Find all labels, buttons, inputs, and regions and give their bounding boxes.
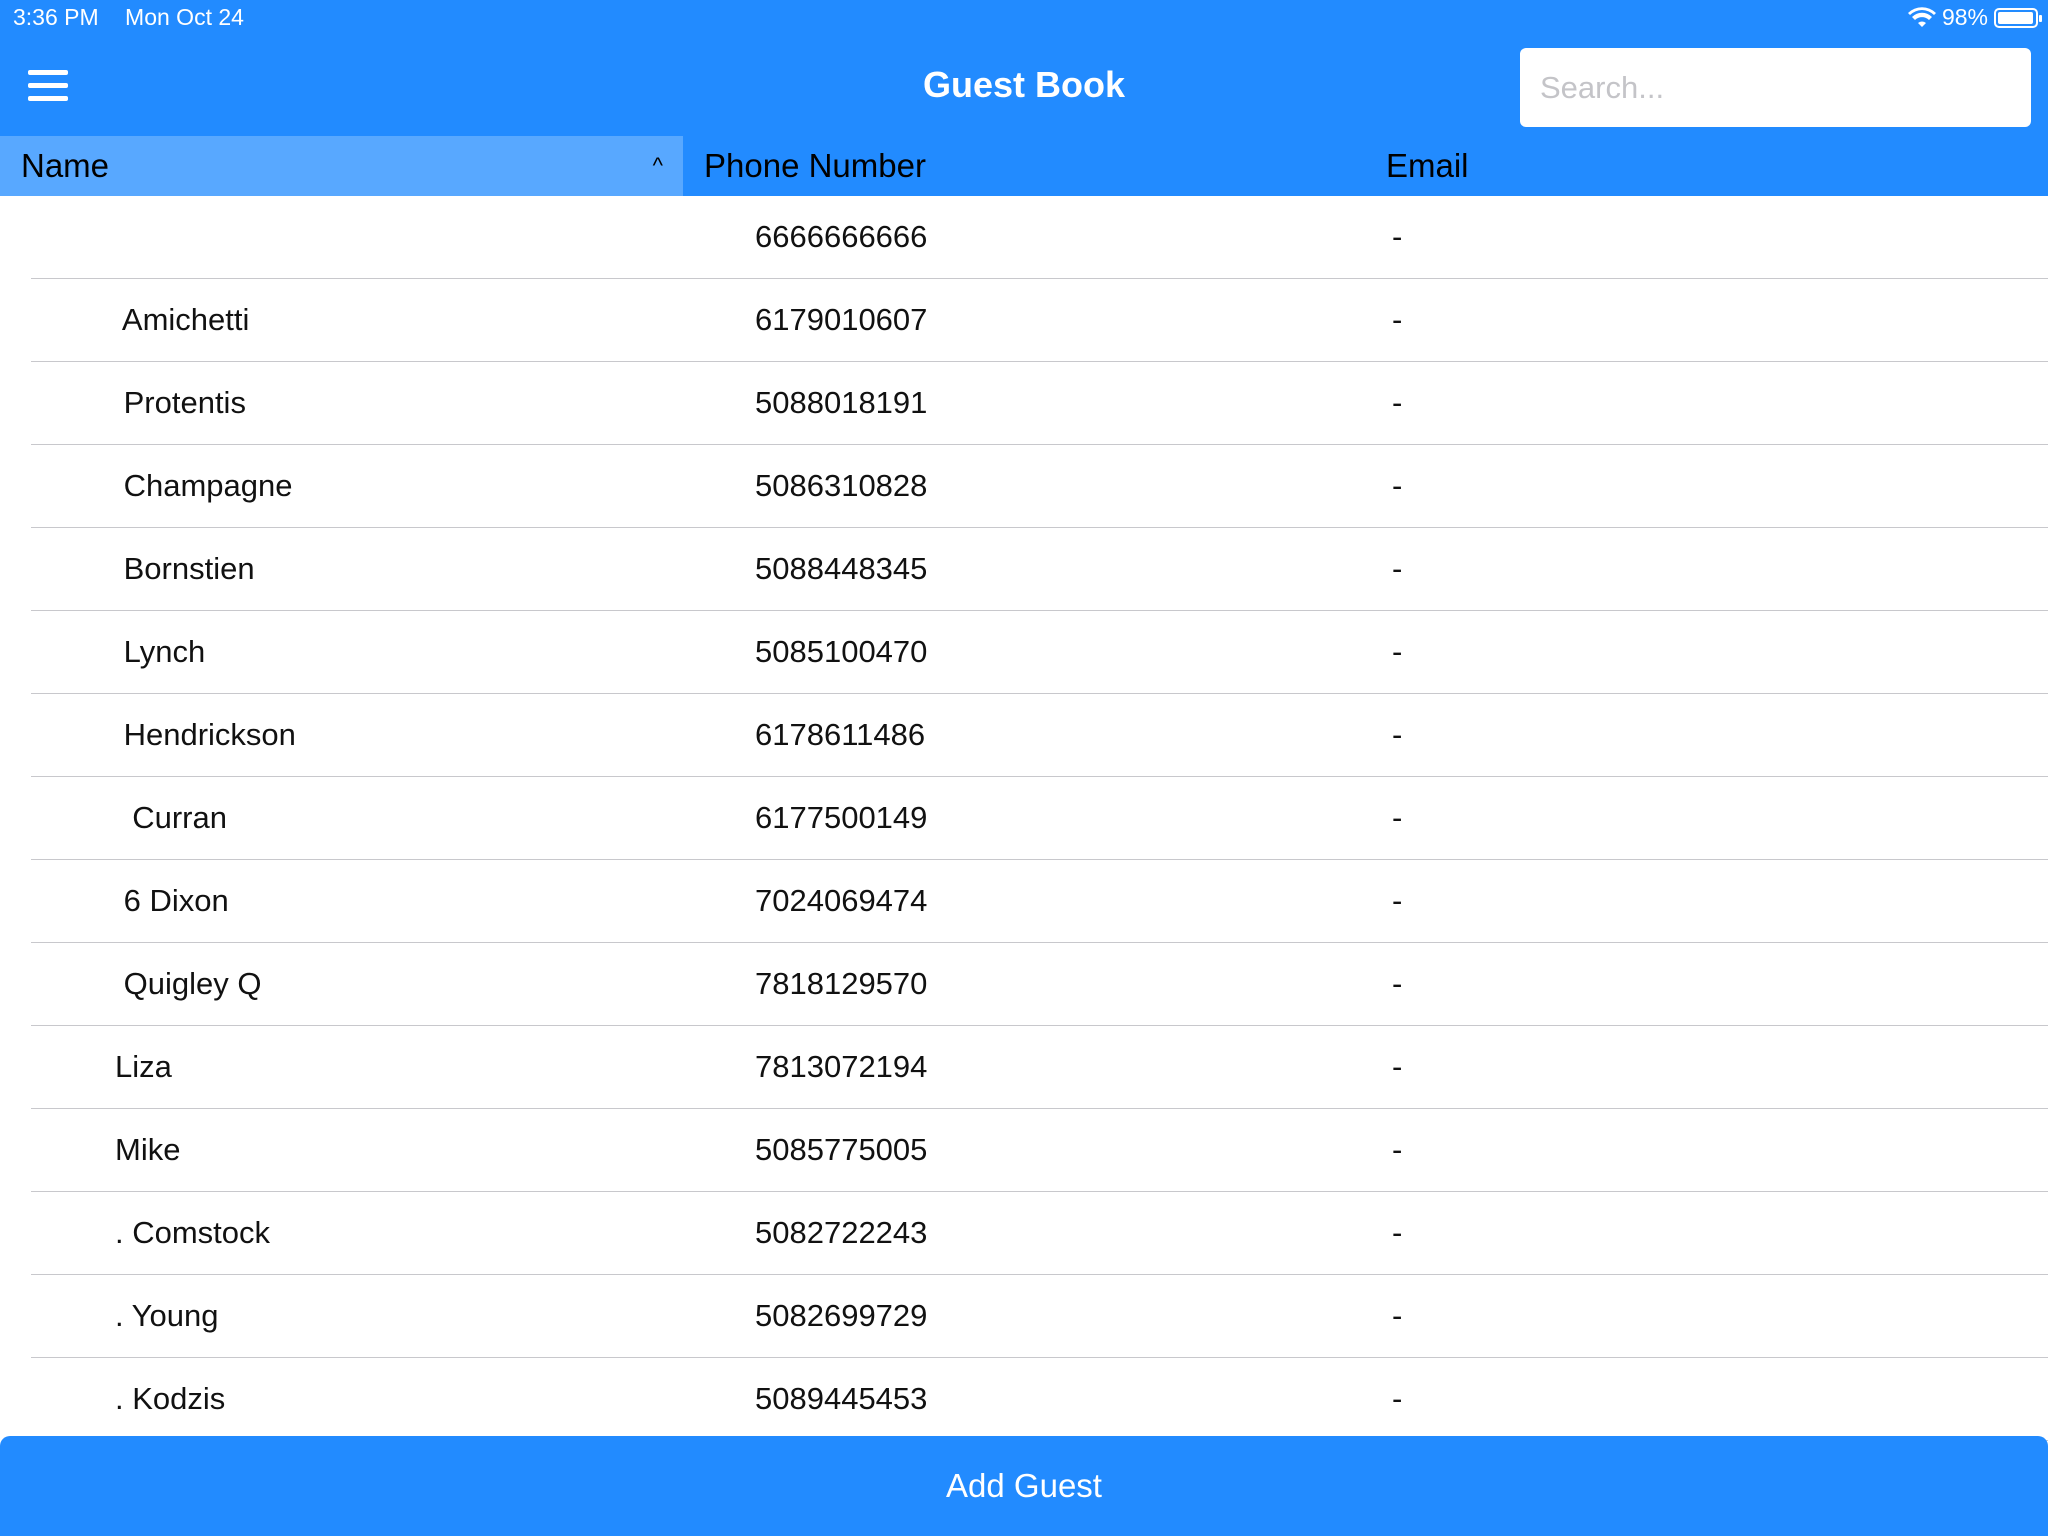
- guest-name: Liza: [115, 1049, 172, 1084]
- guest-phone: 7813072194: [755, 1049, 928, 1084]
- guest-phone: 5089445453: [755, 1381, 928, 1416]
- add-guest-button[interactable]: Add Guest: [0, 1436, 2048, 1536]
- guest-name: Champagne: [115, 468, 293, 503]
- table-header: Name ^ Phone Number Email: [0, 136, 2048, 196]
- guest-email: -: [1392, 551, 1403, 586]
- table-row[interactable]: Curran 6177500149 -: [0, 777, 2048, 860]
- guest-list: 6666666666 - Amichetti 6179010607 - Protent…: [0, 196, 2048, 1441]
- guest-phone: 7024069474: [755, 883, 928, 918]
- battery-percent: 98%: [1941, 4, 1988, 30]
- table-row[interactable]: . Kodzis 5089445453 -: [0, 1358, 2048, 1441]
- guest-email: -: [1392, 1381, 1403, 1416]
- guest-email: -: [1392, 883, 1403, 918]
- guest-name: Hendrickson: [115, 717, 296, 752]
- guest-phone: 5082699729: [755, 1298, 928, 1333]
- column-header-phone[interactable]: Phone Number: [704, 136, 926, 196]
- table-row[interactable]: Hendrickson 6178611486 -: [0, 694, 2048, 777]
- table-row[interactable]: Liza 7813072194 -: [0, 1026, 2048, 1109]
- table-row[interactable]: Amichetti 6179010607 -: [0, 279, 2048, 362]
- guest-phone: 5088448345: [755, 551, 928, 586]
- guest-email: -: [1392, 1298, 1403, 1333]
- guest-phone: 5085775005: [755, 1132, 928, 1167]
- column-header-name[interactable]: Name ^: [0, 136, 683, 196]
- column-header-email[interactable]: Email: [1386, 136, 1469, 196]
- guest-phone: 5082722243: [755, 1215, 928, 1250]
- guest-name: . Comstock: [115, 1215, 271, 1250]
- guest-email: -: [1392, 634, 1403, 669]
- status-time: 3:36 PM: [13, 4, 99, 30]
- guest-name: Protentis: [115, 385, 246, 420]
- table-row[interactable]: Quigley Q 7818129570 -: [0, 943, 2048, 1026]
- guest-email: -: [1392, 385, 1403, 420]
- search-input[interactable]: [1520, 48, 2031, 127]
- column-label: Name: [21, 147, 110, 184]
- column-label: Phone Number: [704, 147, 926, 184]
- hamburger-icon[interactable]: [28, 70, 68, 104]
- guest-phone: 5085100470: [755, 634, 928, 669]
- table-row[interactable]: Champagne 5086310828 -: [0, 445, 2048, 528]
- guest-name: . Kodzis: [115, 1381, 226, 1416]
- guest-name: Quigley Q: [115, 966, 262, 1001]
- table-row[interactable]: Protentis 5088018191 -: [0, 362, 2048, 445]
- guest-email: -: [1392, 302, 1403, 337]
- guest-email: -: [1392, 717, 1403, 752]
- guest-name: Curran: [115, 800, 227, 835]
- guest-name: 6 Dixon: [115, 883, 229, 918]
- table-row[interactable]: Lynch 5085100470 -: [0, 611, 2048, 694]
- guest-email: -: [1392, 468, 1403, 503]
- guest-name: Amichetti: [115, 302, 250, 337]
- status-date: Mon Oct 24: [125, 4, 244, 30]
- guest-phone: 6179010607: [755, 302, 928, 337]
- table-row[interactable]: 6666666666 -: [0, 196, 2048, 279]
- guest-phone: 6666666666: [755, 219, 928, 254]
- guest-email: -: [1392, 219, 1403, 254]
- guest-email: -: [1392, 1049, 1403, 1084]
- guest-phone: 7818129570: [755, 966, 928, 1001]
- guest-email: -: [1392, 1215, 1403, 1250]
- table-row[interactable]: . Comstock 5082722243 -: [0, 1192, 2048, 1275]
- guest-name: . Young: [115, 1298, 219, 1333]
- guest-phone: 6178611486: [755, 717, 926, 752]
- guest-name: Lynch: [115, 634, 206, 669]
- guest-name: Bornstien: [115, 551, 255, 586]
- table-row[interactable]: Bornstien 5088448345 -: [0, 528, 2048, 611]
- battery-fill: [1998, 11, 2034, 24]
- table-row[interactable]: . Young 5082699729 -: [0, 1275, 2048, 1358]
- column-label: Email: [1386, 147, 1469, 184]
- table-row[interactable]: Mike 5085775005 -: [0, 1109, 2048, 1192]
- wifi-icon: [1907, 6, 1936, 27]
- guest-email: -: [1392, 1132, 1403, 1167]
- table-row[interactable]: 6 Dixon 7024069474 -: [0, 860, 2048, 943]
- guest-email: -: [1392, 966, 1403, 1001]
- battery-icon: [1994, 7, 2042, 28]
- guest-email: -: [1392, 800, 1403, 835]
- guest-phone: 5088018191: [755, 385, 928, 420]
- sort-ascending-icon: ^: [652, 153, 663, 178]
- guest-name: Mike: [115, 1132, 181, 1167]
- guest-phone: 5086310828: [755, 468, 928, 503]
- status-right: 98%: [1907, 4, 2042, 31]
- guest-phone: 6177500149: [755, 800, 928, 835]
- status-bar: 3:36 PM Mon Oct 24: [13, 4, 264, 31]
